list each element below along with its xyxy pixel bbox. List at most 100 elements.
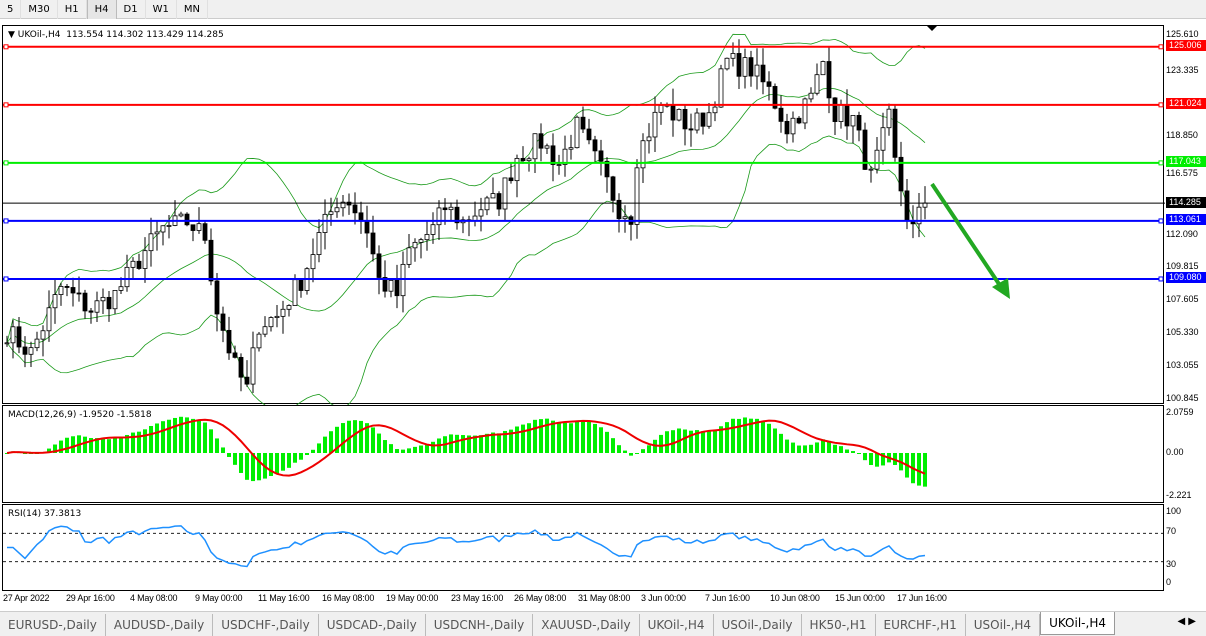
chart-tab[interactable]: USDCHF-,Daily <box>213 614 319 636</box>
current-price-tag: 114.285 <box>1166 196 1206 208</box>
chart-tab[interactable]: USDCAD-,Daily <box>319 614 426 636</box>
macd-bar <box>845 449 849 453</box>
macd-bar <box>269 453 273 476</box>
line-handle <box>1158 276 1164 282</box>
candle-body <box>76 292 82 295</box>
candle-body <box>616 199 622 220</box>
macd-bar <box>359 420 363 453</box>
macd-bar <box>701 431 705 453</box>
candle-body <box>22 346 28 355</box>
rsi-tick: 70 <box>1166 525 1177 536</box>
macd-label: MACD(12,26,9) -1.9520 -1.5818 <box>8 410 152 420</box>
candle-body <box>244 376 250 385</box>
chart-tab[interactable]: USDCNH-,Daily <box>426 614 534 636</box>
candle-body <box>190 224 196 231</box>
candle-body <box>574 116 580 149</box>
candle-body <box>700 112 706 127</box>
macd-bar <box>605 431 609 453</box>
macd-bar <box>515 426 519 453</box>
main-chart-panel[interactable]: ▼ UKOil-,H4 113.554 114.302 113.429 114.… <box>2 25 1165 405</box>
candle-body <box>850 114 856 127</box>
chart-tab[interactable]: USOil-,H4 <box>966 614 1041 636</box>
rsi-panel[interactable]: RSI(14) 37.3813 <box>2 504 1165 591</box>
candle-body <box>196 223 202 231</box>
timeframe-MN[interactable]: MN <box>177 0 208 19</box>
macd-bar <box>779 433 783 453</box>
macd-bar <box>575 420 579 453</box>
date-tick: 29 Apr 16:00 <box>66 593 115 603</box>
macd-bar <box>155 423 159 453</box>
chart-tab[interactable]: EURUSD-,Daily <box>0 614 106 636</box>
date-tick: 16 May 08:00 <box>322 593 375 603</box>
candle-body <box>694 112 700 131</box>
candle-body <box>274 315 280 318</box>
macd-bar <box>143 429 147 453</box>
candle-body <box>364 220 370 234</box>
macd-bar <box>377 433 381 453</box>
timeframe-W1[interactable]: W1 <box>146 0 177 19</box>
macd-bar <box>689 430 693 453</box>
timeframe-H4[interactable]: H4 <box>86 0 117 19</box>
timeframe-5[interactable]: 5 <box>0 0 22 19</box>
candle-body <box>868 168 874 171</box>
candle-body <box>298 279 304 291</box>
macd-bar <box>317 443 321 453</box>
timeframe-D1[interactable]: D1 <box>117 0 146 19</box>
macd-bar <box>755 418 759 453</box>
price-tick: 118.850 <box>1166 130 1198 141</box>
chart-tab[interactable]: UKOil-,H4 <box>640 614 714 636</box>
date-tick: 4 May 08:00 <box>130 593 178 603</box>
chart-tab[interactable]: UKOil-,H4 <box>1040 612 1115 635</box>
candle-body <box>220 313 226 331</box>
macd-bar <box>341 423 345 453</box>
macd-bar <box>731 418 735 453</box>
rsi-label: RSI(14) 37.3813 <box>8 509 82 519</box>
candle-body <box>580 116 586 130</box>
macd-panel[interactable]: MACD(12,26,9) -1.9520 -1.5818 <box>2 405 1164 503</box>
price-tick: 125.610 <box>1166 28 1199 39</box>
line-handle <box>1158 218 1164 224</box>
macd-bar <box>305 453 309 455</box>
candle-body <box>130 260 136 268</box>
macd-bar <box>869 453 873 466</box>
macd-bar <box>563 422 567 453</box>
chart-tab[interactable]: AUDUSD-,Daily <box>106 614 214 636</box>
candle-body <box>598 150 604 162</box>
macd-bar <box>455 434 459 453</box>
candle-body <box>454 206 460 224</box>
macd-bar <box>185 417 189 453</box>
candle-body <box>706 112 712 127</box>
time-axis: 27 Apr 2022 29 Apr 16:00 4 May 08:00 9 May … <box>0 593 1206 605</box>
candle-body <box>400 263 406 297</box>
candle-body <box>436 207 442 226</box>
macd-bar <box>479 435 483 453</box>
timeframe-H1[interactable]: H1 <box>58 0 87 19</box>
line-handle <box>3 160 9 166</box>
chart-tab[interactable]: USOil-,Daily <box>714 614 802 636</box>
macd-bar <box>365 423 369 453</box>
tab-scroll-icon[interactable]: ◀ ▶ <box>1177 616 1196 627</box>
candle-body <box>124 266 130 288</box>
macd-bar <box>635 453 639 454</box>
candle-body <box>814 74 820 94</box>
candle-body <box>790 117 796 135</box>
macd-bar <box>773 428 777 453</box>
candle-body <box>406 247 412 265</box>
date-tick: 3 Jun 00:00 <box>641 593 686 603</box>
candle-body <box>250 347 256 385</box>
macd-bar <box>491 432 495 453</box>
macd-chart <box>5 416 927 487</box>
timeframe-M30[interactable]: M30 <box>21 0 58 19</box>
chart-tab[interactable]: HK50-,H1 <box>802 614 876 636</box>
candle-body <box>358 212 364 222</box>
chart-tab[interactable]: EURCHF-,H1 <box>876 614 966 636</box>
candle-body <box>736 53 742 77</box>
chart-tab[interactable]: XAUUSD-,Daily <box>533 614 640 636</box>
rsi-tick: 30 <box>1166 558 1177 569</box>
candle-body <box>4 342 10 345</box>
macd-bar <box>227 453 231 457</box>
macd-bar <box>611 438 615 453</box>
candle-body <box>544 145 550 149</box>
candle-body <box>760 64 766 83</box>
candle-body <box>568 147 574 150</box>
